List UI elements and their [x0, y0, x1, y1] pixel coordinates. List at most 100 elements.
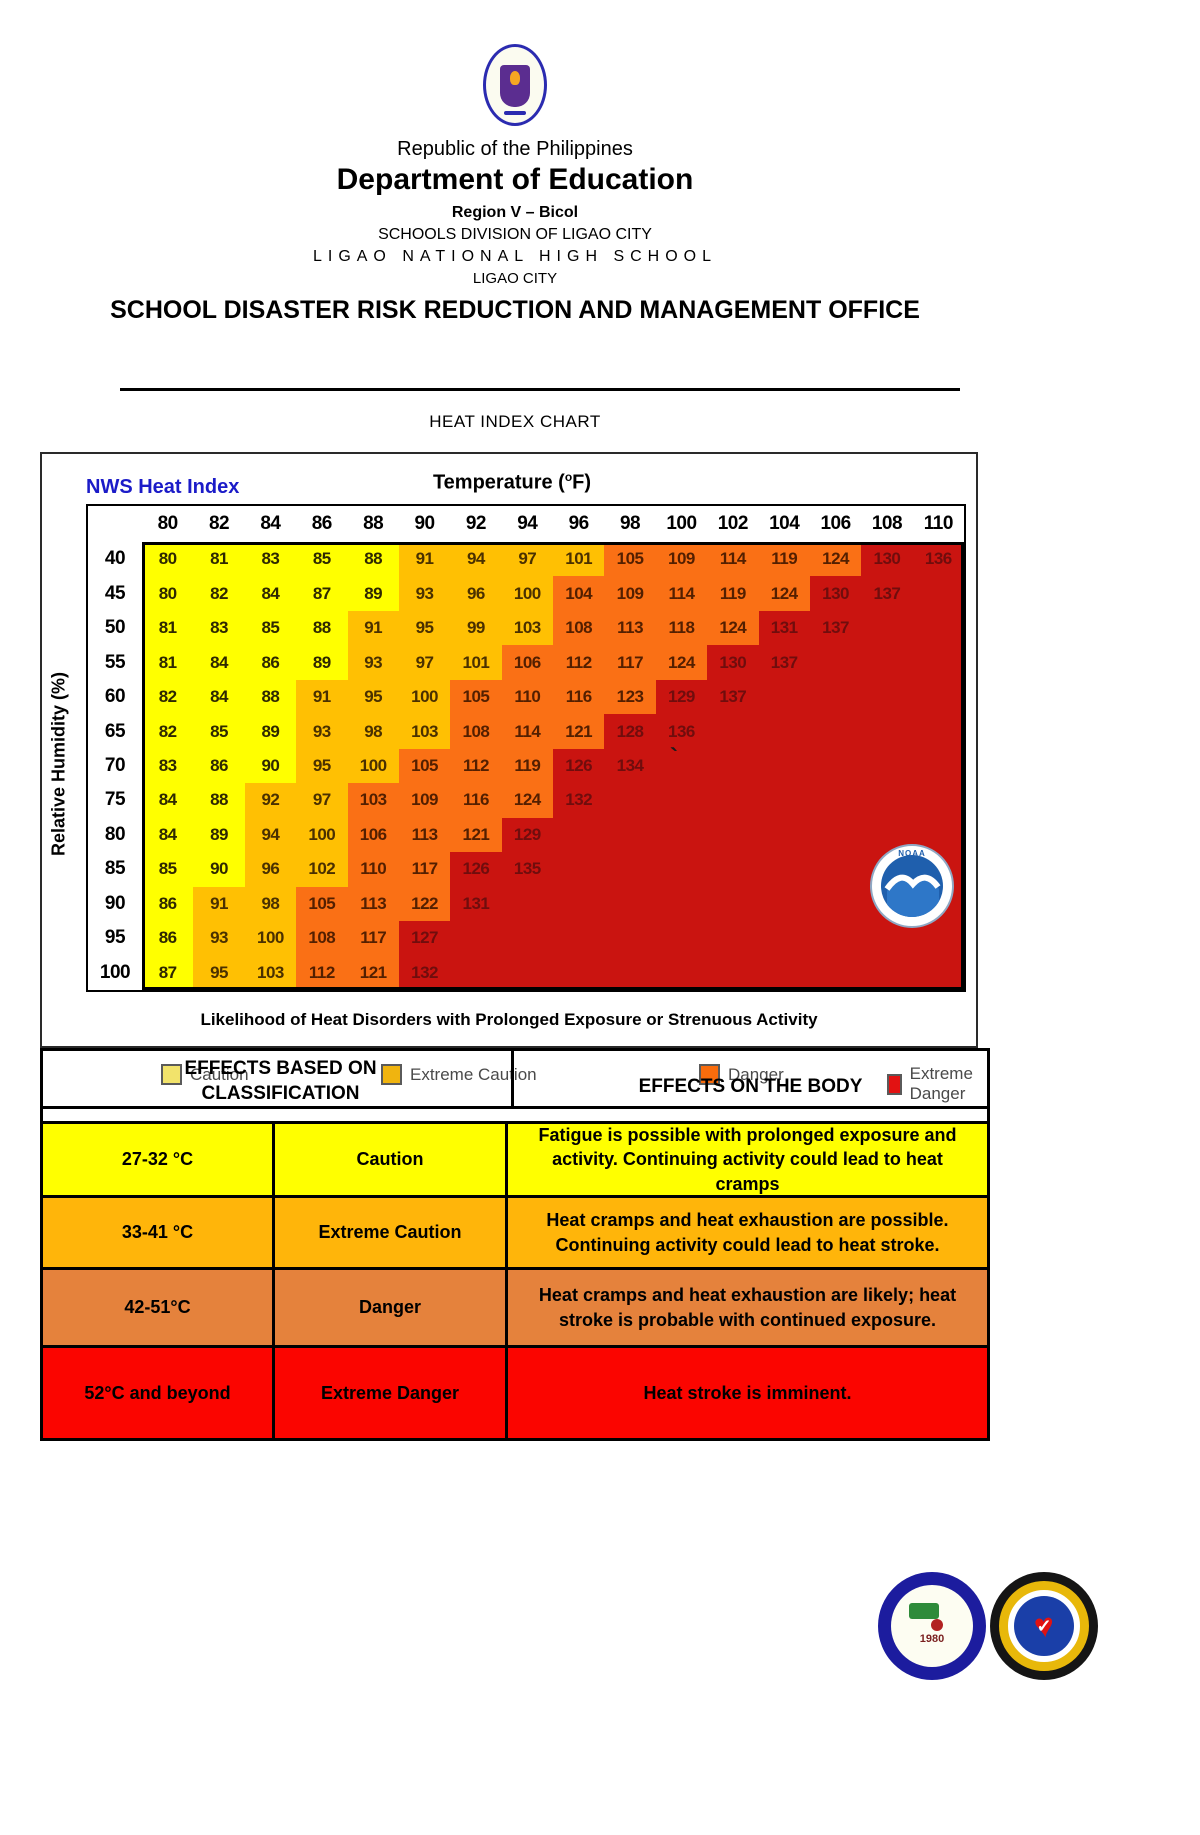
heat-cell: [912, 783, 964, 818]
heat-cell: 90: [193, 852, 245, 887]
heat-cell: 109: [604, 576, 656, 611]
legend-item: Extreme Danger: [887, 1064, 987, 1104]
heat-cell: 114: [707, 542, 759, 577]
heat-cell: 85: [193, 714, 245, 749]
heat-cell: 84: [193, 679, 245, 715]
temp-header-cell: 90: [398, 506, 451, 542]
heat-cell: 93: [398, 576, 451, 611]
heat-cell: [809, 921, 862, 956]
humidity-row-label: 40: [88, 542, 142, 577]
heat-cell: [912, 610, 964, 646]
heat-cell: [501, 955, 553, 990]
heat-cell: 94: [244, 817, 297, 853]
heat-cell: 103: [244, 955, 297, 990]
humidity-row-label: 100: [88, 955, 142, 990]
heat-cell: 124: [707, 610, 759, 646]
noaa-logo-text: NOAA: [898, 849, 926, 858]
heat-cell: 89: [296, 645, 348, 680]
effects-row: 42-51°C Danger Heat cramps and heat exhaus…: [43, 1270, 987, 1348]
heat-cell: 121: [347, 955, 399, 990]
temp-header-cell: 108: [861, 506, 913, 542]
heat-cell: 87: [142, 955, 194, 990]
heat-cell: [604, 955, 656, 990]
table-spacer-row: [43, 1109, 987, 1124]
humidity-row-label: 80: [88, 817, 142, 853]
heat-cell: 88: [193, 783, 245, 818]
temp-header-cell: 106: [809, 506, 862, 542]
heat-cell: [553, 955, 605, 990]
effects-row: 52°C and beyond Extreme Danger Heat stroke…: [43, 1348, 987, 1438]
heat-cell: 89: [244, 714, 297, 749]
heat-cell: 83: [142, 748, 194, 784]
heat-cell: 130: [861, 542, 913, 577]
humidity-row-label: 50: [88, 610, 142, 646]
heat-cell: [912, 955, 964, 990]
heat-cell: [707, 886, 759, 922]
seal-art-red: [931, 1619, 943, 1631]
heat-cell: 80: [142, 576, 194, 611]
heat-cell: 97: [501, 542, 553, 577]
heat-cell: 103: [501, 610, 553, 646]
heat-cell: 86: [244, 645, 297, 680]
heat-cell: [707, 852, 759, 887]
heat-cell: 132: [398, 955, 451, 990]
heat-cell: [809, 679, 862, 715]
heat-cell: [861, 783, 913, 818]
heat-cell: [912, 645, 964, 680]
temp-range-cell: 42-51°C: [43, 1270, 275, 1345]
heat-cell: [604, 852, 656, 887]
heat-cell: 103: [398, 714, 451, 749]
heat-cell: 101: [553, 542, 605, 577]
heat-cell: 119: [707, 576, 759, 611]
temp-label-post: F): [572, 471, 592, 494]
heat-cell: 81: [142, 610, 194, 646]
heat-cell: 100: [501, 576, 553, 611]
school-line: LIGAO NATIONAL HIGH SCHOOL: [312, 248, 718, 265]
region-line: Region V – Bicol: [451, 204, 579, 221]
heat-cell: 105: [296, 886, 348, 922]
legend-label: Extreme Danger: [909, 1064, 973, 1103]
humidity-row-label: 55: [88, 645, 142, 680]
heat-cell: [861, 748, 913, 784]
heat-cell: 124: [809, 542, 862, 577]
heat-cell: 117: [347, 921, 399, 956]
classification-cell: Extreme Danger: [275, 1348, 508, 1438]
heat-cell: [604, 921, 656, 956]
legend-swatch: [699, 1064, 720, 1085]
humidity-row-label: 90: [88, 886, 142, 922]
seal-flame: [510, 71, 520, 85]
heat-cell: 104: [553, 576, 605, 611]
heat-cell: [758, 955, 810, 990]
heat-cell: 134: [604, 748, 656, 784]
legend-item: Extreme Caution: [381, 1064, 537, 1085]
heat-cell: [809, 852, 862, 887]
legend-swatch: [887, 1073, 902, 1095]
classification-cell: Extreme Caution: [275, 1198, 508, 1267]
heat-cell: 93: [296, 714, 348, 749]
heat-cell: [861, 645, 913, 680]
heat-cell: [655, 886, 708, 922]
heat-cell: 81: [142, 645, 194, 680]
heat-cell: 121: [450, 817, 502, 853]
heat-cell: 135: [501, 852, 553, 887]
heat-cell: [912, 679, 964, 715]
heat-cell: 90: [244, 748, 297, 784]
heat-cell: [707, 955, 759, 990]
heat-cell: [758, 921, 810, 956]
heat-cell: 109: [655, 542, 708, 577]
heat-cell: 117: [398, 852, 451, 887]
heat-cell: [809, 714, 862, 749]
heat-cell: 81: [193, 542, 245, 577]
deped-seal-icon: [483, 44, 547, 126]
heat-cell: 122: [398, 886, 451, 922]
legend-swatch: [381, 1064, 402, 1085]
heat-cell: 137: [707, 679, 759, 715]
heat-cell: 130: [707, 645, 759, 680]
heat-cell: 84: [244, 576, 297, 611]
effects-table-body: 27-32 °C Caution Fatigue is possible with …: [43, 1124, 987, 1438]
temp-header-cell: 98: [604, 506, 656, 542]
header-effects-body: EFFECTS ON THE BODY: [638, 1076, 863, 1097]
heat-cell: [707, 783, 759, 818]
humidity-axis-label: Relative Humidity (%): [48, 671, 69, 857]
heat-cell: 95: [193, 955, 245, 990]
